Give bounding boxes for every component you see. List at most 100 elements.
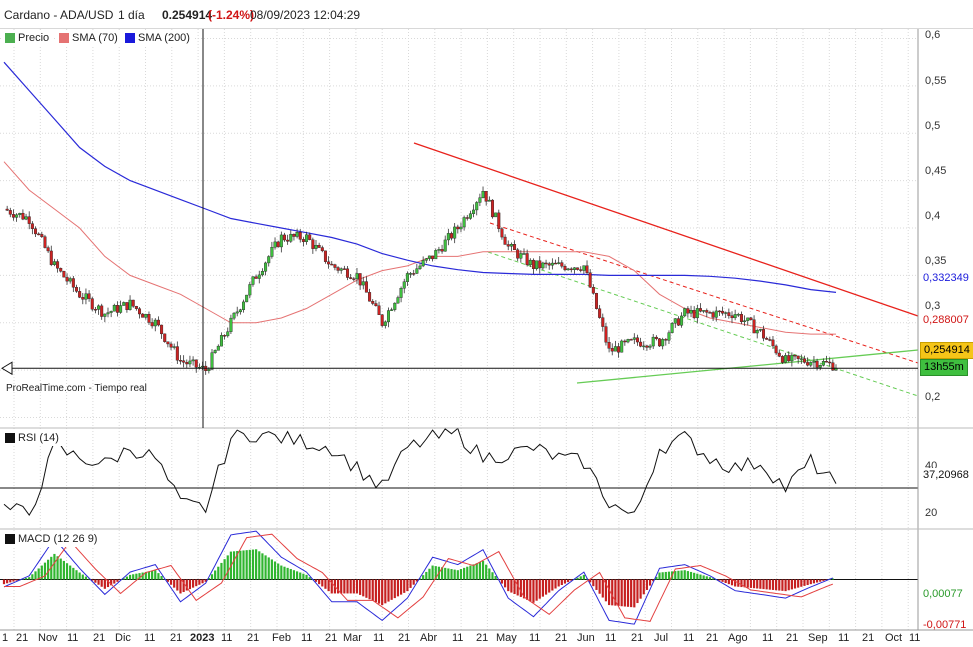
macd-bar	[831, 578, 834, 580]
macd-bar	[128, 574, 132, 580]
candle-body	[815, 360, 819, 368]
candle-body	[207, 369, 211, 371]
candle-body	[673, 318, 677, 324]
candle-body	[721, 310, 725, 314]
macd-bar	[217, 566, 220, 580]
macd-bar	[166, 579, 169, 582]
macd-bar	[724, 579, 727, 583]
macd-bar	[472, 564, 475, 580]
macd-bar	[507, 579, 510, 592]
candle-body	[635, 337, 639, 343]
macd-bar	[778, 579, 781, 591]
macd-bar	[582, 574, 585, 580]
macd-bar	[812, 579, 816, 584]
candle-body	[182, 360, 186, 363]
macd-bar	[239, 550, 242, 580]
macd-bar	[144, 571, 147, 580]
candle-body	[446, 233, 450, 241]
x-tick: Feb	[272, 632, 291, 644]
candle-body	[784, 355, 788, 363]
candle-body	[525, 253, 529, 266]
macd-bar	[538, 579, 541, 599]
candle-body	[62, 271, 66, 278]
macd-bar	[680, 570, 683, 580]
macd-bar	[182, 579, 185, 592]
candle-body	[364, 281, 368, 293]
macd-bar	[406, 579, 409, 592]
candle-body	[323, 250, 327, 262]
candle-body	[554, 262, 558, 265]
candle-body	[257, 274, 261, 279]
macd-bar	[135, 573, 138, 580]
macd-bar	[790, 579, 793, 590]
candle-body	[150, 322, 154, 327]
macd-bar	[65, 563, 69, 580]
macd-bar	[485, 564, 488, 580]
macd-bar	[803, 579, 806, 586]
legend-sma70[interactable]: SMA (70)	[56, 30, 122, 46]
candle-body	[714, 310, 718, 318]
candle-body	[440, 249, 444, 252]
candle-body	[736, 314, 740, 316]
macd-bar	[179, 579, 182, 594]
candle-body	[301, 239, 305, 242]
x-tick: Mar	[343, 632, 362, 644]
macd-bar	[324, 579, 327, 589]
rsi-title[interactable]: RSI (14)	[2, 430, 63, 446]
macd-bar	[793, 579, 797, 589]
candle-body	[689, 310, 693, 314]
candle-body	[71, 278, 75, 288]
candle-body	[765, 337, 769, 340]
x-tick: 21	[786, 632, 799, 644]
candle-body	[790, 354, 794, 362]
macd-bar	[727, 579, 730, 585]
macd-bar	[620, 579, 623, 607]
macd-bar	[589, 579, 592, 583]
macd-bar	[526, 579, 529, 600]
sma200-line	[3, 61, 837, 293]
macd-bar	[141, 572, 144, 580]
macd-bar	[674, 571, 677, 580]
candle-body	[175, 346, 179, 361]
legend-sma200[interactable]: SMA (200)	[122, 30, 194, 46]
interval-label[interactable]: 1 día	[118, 8, 145, 22]
macd-bar	[62, 560, 65, 580]
macd-bar	[340, 579, 343, 594]
macd-bar	[359, 579, 362, 595]
candle-body	[59, 268, 63, 272]
candle-body	[191, 359, 195, 362]
macd-bar	[522, 579, 526, 599]
macd-bar	[614, 579, 617, 606]
candle-body	[424, 258, 428, 261]
macd-bar	[371, 579, 374, 601]
candle-body	[232, 312, 236, 319]
x-tick: Nov	[38, 632, 58, 644]
candle-body	[579, 269, 583, 271]
legend-price[interactable]: Precio	[2, 30, 54, 46]
candle-body	[541, 262, 545, 269]
macd-bar	[595, 579, 598, 590]
candle-body	[166, 341, 170, 345]
candle-body	[591, 287, 595, 294]
x-tick: 11	[373, 632, 385, 644]
candle-body	[661, 339, 665, 347]
candle-body	[535, 260, 539, 269]
x-tick: 11	[762, 632, 774, 644]
candle-body	[459, 226, 463, 230]
candle-body	[739, 314, 743, 322]
candle-body	[223, 335, 227, 337]
macd-bar	[87, 578, 91, 580]
x-tick: Abr	[420, 632, 438, 644]
symbol-title: Cardano - ADA/USD	[4, 8, 114, 22]
macd-bar	[195, 579, 198, 587]
x-tick: 21	[325, 632, 338, 644]
macd-bar	[746, 579, 749, 588]
candle-body	[484, 191, 488, 202]
candle-body	[550, 262, 554, 266]
y-tick: 0,4	[925, 210, 941, 222]
watermark: ProRealTime.com - Tiempo real	[6, 383, 147, 394]
candle-body	[346, 268, 350, 278]
macd-bar	[346, 579, 349, 594]
macd-title[interactable]: MACD (12 26 9)	[2, 531, 102, 547]
